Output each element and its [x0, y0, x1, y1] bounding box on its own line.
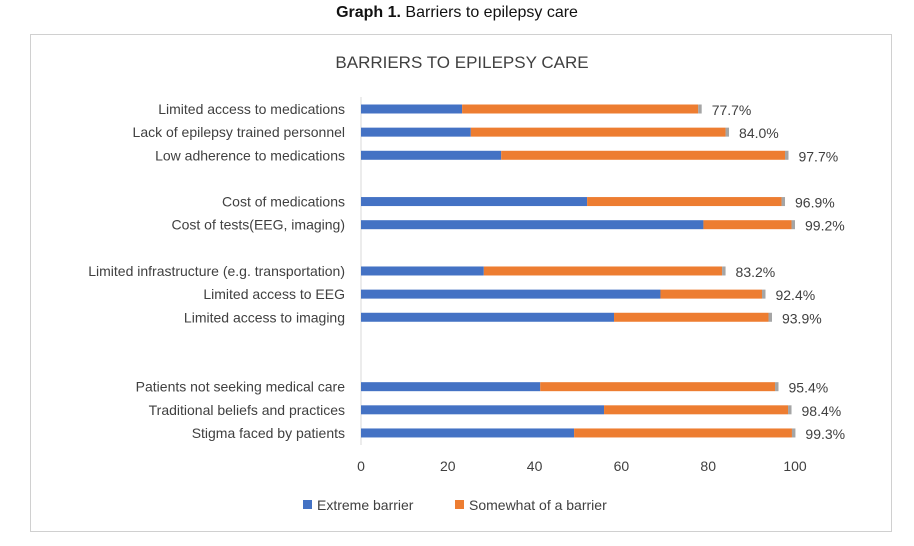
bar-segment-other	[768, 312, 772, 322]
category-label: Limited access to medications	[158, 101, 345, 117]
bar-segment-extreme	[361, 266, 484, 276]
category-label: Cost of tests(EEG, imaging)	[171, 217, 345, 233]
data-label: 93.9%	[782, 310, 822, 326]
legend-swatch-somewhat	[455, 500, 464, 509]
category-label: Lack of epilepsy trained personnel	[133, 124, 345, 140]
category-label: Cost of medications	[222, 194, 345, 210]
bar-segment-other	[791, 220, 795, 230]
caption-text: Barriers to epilepsy care	[405, 4, 578, 21]
data-label: 99.3%	[805, 426, 845, 442]
data-label: 99.2%	[805, 218, 845, 234]
legend-swatch-extreme	[303, 500, 312, 509]
bar-segment-extreme	[361, 405, 605, 415]
caption-label: Graph 1.	[336, 4, 401, 21]
bar-segment-extreme	[361, 289, 661, 299]
bar-segment-somewhat	[660, 289, 763, 299]
chart-frame	[30, 34, 892, 532]
category-label: Limited access to imaging	[184, 309, 345, 325]
bar-segment-somewhat	[462, 104, 699, 114]
bar-segment-extreme	[361, 150, 502, 160]
category-label: Stigma faced by patients	[192, 425, 345, 441]
bar-segment-other	[785, 150, 789, 160]
bar-segment-other	[762, 289, 766, 299]
bar-segment-extreme	[361, 104, 463, 114]
category-label: Patients not seeking medical care	[136, 379, 346, 395]
x-tick-label: 0	[357, 458, 365, 474]
data-label: 96.9%	[795, 195, 835, 211]
bar-segment-somewhat	[587, 197, 782, 207]
data-label: 83.2%	[736, 264, 776, 280]
bar-segment-other	[791, 428, 796, 438]
bar-segment-other	[722, 266, 726, 276]
data-label: 97.7%	[798, 148, 838, 164]
bar-segment-somewhat	[604, 405, 789, 415]
bar-segment-somewhat	[501, 150, 786, 160]
data-label: 92.4%	[775, 287, 815, 303]
bar-segment-other	[698, 104, 702, 114]
legend-label: Extreme barrier	[317, 497, 414, 513]
chart-title: BARRIERS TO EPILEPSY CARE	[335, 53, 588, 72]
bar-segment-extreme	[361, 382, 541, 392]
x-tick-label: 60	[614, 458, 630, 474]
category-label: Limited infrastructure (e.g. transportat…	[88, 263, 345, 279]
data-label: 95.4%	[789, 380, 829, 396]
bar-segment-somewhat	[470, 127, 726, 137]
bar-segment-somewhat	[483, 266, 723, 276]
bar-segment-extreme	[361, 197, 588, 207]
legend-label: Somewhat of a barrier	[469, 497, 607, 513]
bar-segment-extreme	[361, 220, 704, 230]
figure-caption: Graph 1. Barriers to epilepsy care	[0, 4, 914, 22]
bar-segment-extreme	[361, 428, 575, 438]
bar-segment-other	[788, 405, 792, 415]
x-tick-label: 100	[783, 458, 807, 474]
x-tick-label: 40	[527, 458, 543, 474]
bar-segment-somewhat	[703, 220, 792, 230]
bar-segment-extreme	[361, 312, 615, 322]
data-label: 98.4%	[802, 403, 842, 419]
x-tick-label: 80	[700, 458, 716, 474]
bar-segment-other	[781, 197, 786, 207]
category-label: Low adherence to medications	[155, 147, 345, 163]
bar-segment-other	[775, 382, 779, 392]
x-tick-label: 20	[440, 458, 456, 474]
data-label: 84.0%	[739, 125, 779, 141]
bar-segment-somewhat	[574, 428, 792, 438]
category-label: Traditional beliefs and practices	[149, 402, 345, 418]
category-label: Limited access to EEG	[203, 286, 345, 302]
bar-segment-extreme	[361, 127, 471, 137]
bar-segment-other	[725, 127, 730, 137]
data-label: 77.7%	[712, 102, 752, 118]
bar-segment-somewhat	[540, 382, 776, 392]
bar-segment-somewhat	[614, 312, 769, 322]
